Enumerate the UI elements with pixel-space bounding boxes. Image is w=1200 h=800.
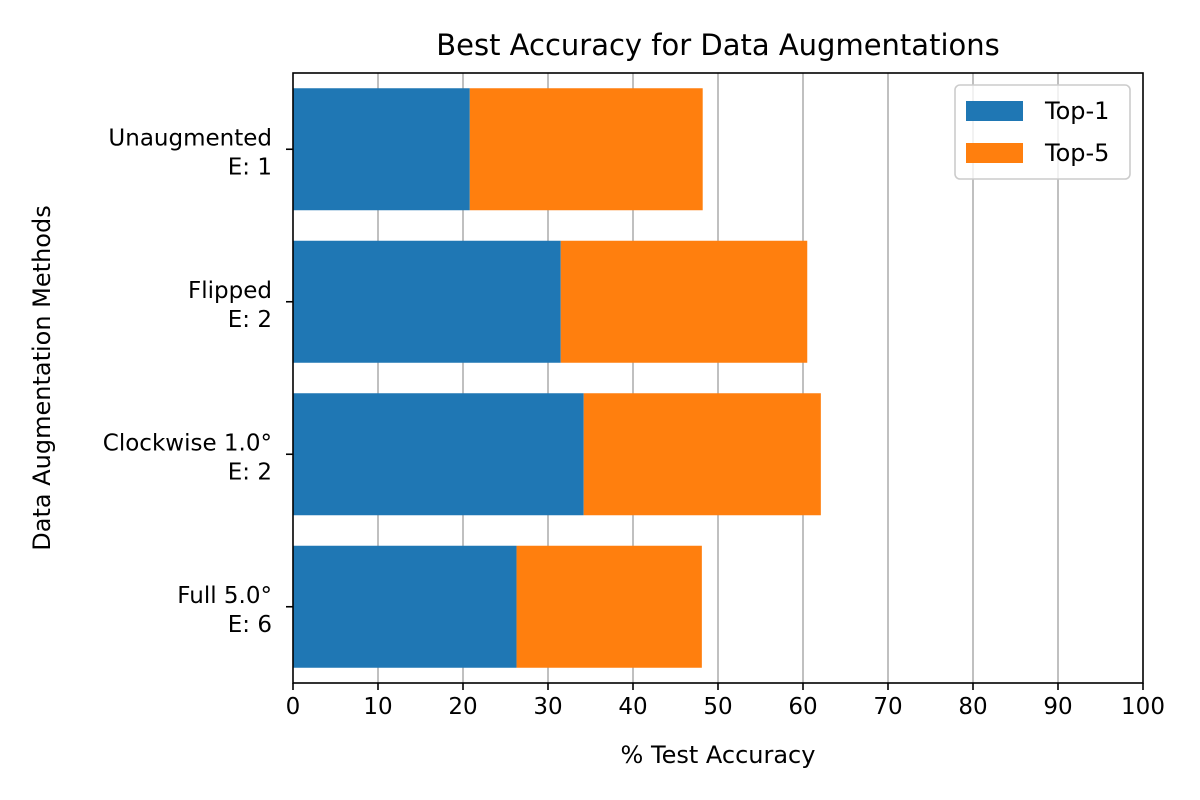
x-axis-label: % Test Accuracy	[621, 741, 816, 769]
x-tick-label: 80	[958, 694, 987, 720]
x-tick-label: 100	[1121, 694, 1165, 720]
y-tick-label: Full 5.0° E: 6	[177, 583, 272, 638]
bar-top-5	[516, 545, 702, 668]
bar-top-5	[469, 88, 703, 211]
legend: Top-1 Top-5	[954, 84, 1131, 180]
y-tick-label-line: Full 5.0°	[177, 583, 272, 609]
y-tick-label-line: E: 2	[228, 459, 272, 485]
y-axis-label: Data Augmentation Methods	[28, 205, 56, 550]
y-tick-label-line: E: 2	[228, 307, 272, 333]
legend-label: Top-1	[1044, 97, 1109, 125]
x-tick-label: 90	[1043, 694, 1072, 720]
y-tick-label: Clockwise 1.0° E: 2	[103, 430, 272, 485]
x-tick-label: 30	[533, 694, 562, 720]
legend-swatch	[966, 101, 1023, 121]
y-tick-label-line: Unaugmented	[108, 125, 272, 151]
y-tick-label-line: E: 1	[228, 154, 272, 180]
x-axis-ticks: 0 10 20 30 40 50 60 70 80 90 100	[286, 683, 1165, 720]
bar-top-1	[293, 393, 584, 516]
y-tick-label: Flipped E: 2	[188, 278, 272, 333]
chart-title: Best Accuracy for Data Augmentations	[436, 28, 1000, 62]
x-tick-label: 20	[448, 694, 477, 720]
bar-top-1	[293, 545, 517, 668]
y-tick-label-line: Clockwise 1.0°	[103, 430, 272, 456]
legend-swatch	[966, 143, 1023, 163]
y-tick-label-line: Flipped	[188, 278, 272, 304]
x-tick-label: 50	[703, 694, 732, 720]
x-tick-label: 60	[788, 694, 817, 720]
bars	[293, 88, 821, 668]
bar-top-5	[583, 393, 821, 516]
x-tick-label: 40	[618, 694, 647, 720]
y-tick-label: Unaugmented E: 1	[108, 125, 272, 180]
x-tick-label: 10	[363, 694, 392, 720]
legend-label: Top-5	[1044, 139, 1109, 167]
bar-top-1	[293, 240, 561, 363]
y-tick-label-line: E: 6	[228, 612, 272, 638]
bar-top-1	[293, 88, 470, 211]
x-tick-label: 0	[286, 694, 301, 720]
x-tick-label: 70	[873, 694, 902, 720]
bar-top-5	[560, 240, 808, 363]
